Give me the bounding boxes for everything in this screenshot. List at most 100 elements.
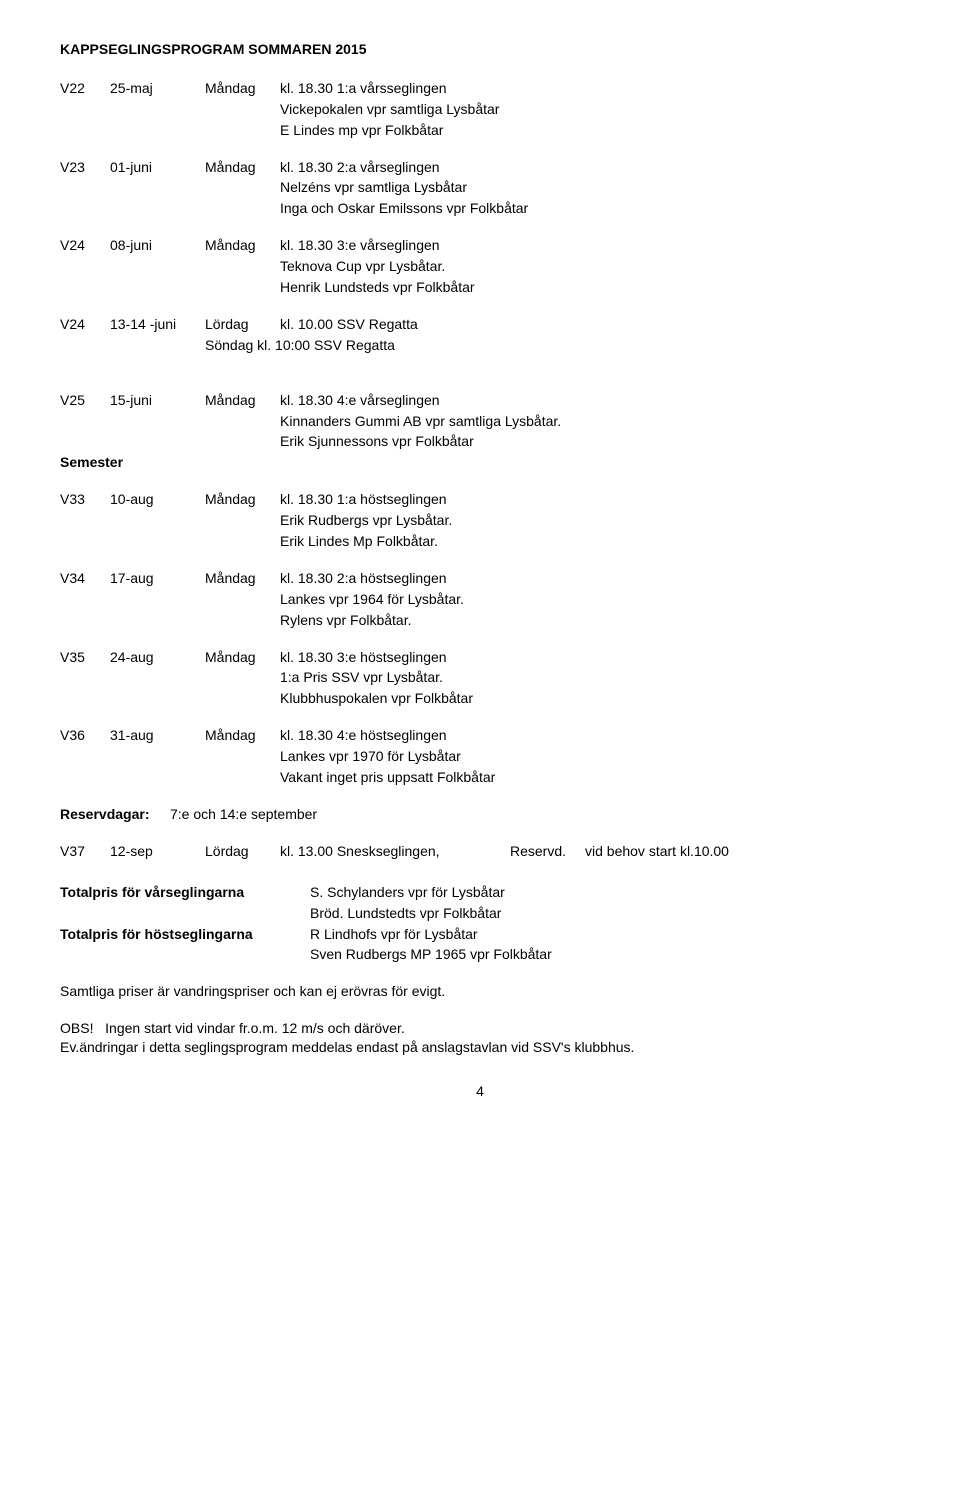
autumn-events: V3310-augMåndagkl. 18.30 1:a höstsegling… — [60, 490, 900, 787]
total-spring-label: Totalpris för vårseglingarna — [60, 883, 310, 902]
event-sub: Vickepokalen vpr samtliga Lysbåtar — [280, 100, 900, 119]
event-row: V3524-augMåndagkl. 18.30 3:e höstsegling… — [60, 648, 900, 667]
event-row: V2408-juniMåndagkl. 18.30 3:e vårsegling… — [60, 236, 900, 255]
obs-line: OBS! Ingen start vid vindar fr.o.m. 12 m… — [60, 1019, 900, 1038]
reserve-label: Reservdagar: — [60, 805, 170, 824]
event-head: kl. 18.30 1:a vårsseglingen — [280, 79, 900, 98]
v37-tail: vid behov start kl.10.00 — [585, 842, 900, 861]
event-row: V2301-juniMåndagkl. 18.30 2:a vårsegling… — [60, 158, 900, 177]
event-week: V24 — [60, 236, 110, 255]
event-sub: Erik Lindes Mp Folkbåtar. — [280, 532, 900, 551]
event-row: V3417-augMåndagkl. 18.30 2:a höstsegling… — [60, 569, 900, 588]
event-sub: Kinnanders Gummi AB vpr samtliga Lysbåta… — [280, 412, 900, 431]
event-date: 13-14 -juni — [110, 315, 205, 334]
event-head: kl. 18.30 3:e vårseglingen — [280, 236, 900, 255]
event-day: Måndag — [205, 726, 280, 745]
event-date: 15-juni — [110, 391, 205, 410]
page-number: 4 — [60, 1082, 900, 1101]
event-row: V2413-14 -juniLördagkl. 10.00 SSV Regatt… — [60, 315, 900, 334]
event-row: V3631-augMåndagkl. 18.30 4:e höstsegling… — [60, 726, 900, 745]
event-day-sun: Söndag kl. 10:00 SSV Regatta — [205, 336, 280, 355]
v37-res: Reservd. — [510, 842, 585, 861]
event-block: V2225-majMåndagkl. 18.30 1:a vårssegling… — [60, 79, 900, 140]
event-day: Måndag — [205, 236, 280, 255]
event-head: kl. 18.30 2:a vårseglingen — [280, 158, 900, 177]
total-spring-b: Bröd. Lundstedts vpr Folkbåtar — [310, 904, 900, 923]
event-week: V25 — [60, 391, 110, 410]
event-date: 08-juni — [110, 236, 205, 255]
total-autumn-label: Totalpris för höstseglingarna — [60, 925, 310, 944]
semester-label: Semester — [60, 453, 900, 472]
event-sub: Lankes vpr 1964 för Lysbåtar. — [280, 590, 900, 609]
event-block: V3524-augMåndagkl. 18.30 3:e höstsegling… — [60, 648, 900, 709]
event-date: 10-aug — [110, 490, 205, 509]
event-block: V2408-juniMåndagkl. 18.30 3:e vårsegling… — [60, 236, 900, 297]
total-spacer — [60, 904, 310, 923]
event-day: Måndag — [205, 569, 280, 588]
event-block: V2301-juniMåndagkl. 18.30 2:a vårsegling… — [60, 158, 900, 219]
event-date: 31-aug — [110, 726, 205, 745]
event-sub: Erik Sjunnessons vpr Folkbåtar — [280, 432, 900, 451]
event-date: 24-aug — [110, 648, 205, 667]
event-sub: Vakant inget pris uppsatt Folkbåtar — [280, 768, 900, 787]
note-changes: Ev.ändringar i detta seglingsprogram med… — [60, 1038, 900, 1057]
event-row: V2515-juniMåndagkl. 18.30 4:e vårsegling… — [60, 391, 900, 410]
event-row: V3310-augMåndagkl. 18.30 1:a höstsegling… — [60, 490, 900, 509]
total-spacer — [60, 945, 310, 964]
page-title: KAPPSEGLINGSPROGRAM SOMMAREN 2015 — [60, 40, 900, 59]
event-head: kl. 18.30 3:e höstseglingen — [280, 648, 900, 667]
event-sub: Erik Rudbergs vpr Lysbåtar. — [280, 511, 900, 530]
event-row: V2225-majMåndagkl. 18.30 1:a vårssegling… — [60, 79, 900, 98]
v37-time: kl. 13.00 Sneskseglingen, — [280, 842, 510, 861]
event-sub: 1:a Pris SSV vpr Lysbåtar. — [280, 668, 900, 687]
total-spring-a: S. Schylanders vpr för Lysbåtar — [310, 883, 900, 902]
spring-events: V2225-majMåndagkl. 18.30 1:a vårssegling… — [60, 79, 900, 451]
event-block: V3631-augMåndagkl. 18.30 4:e höstsegling… — [60, 726, 900, 787]
event-sub: E Lindes mp vpr Folkbåtar — [280, 121, 900, 140]
event-week: V24 — [60, 315, 110, 334]
event-block: V2413-14 -juniLördagkl. 10.00 SSV Regatt… — [60, 315, 900, 355]
v37-row: V37 12-sep Lördag kl. 13.00 Snesksegling… — [60, 842, 900, 861]
event-sub: Inga och Oskar Emilssons vpr Folkbåtar — [280, 199, 900, 218]
event-day: Måndag — [205, 79, 280, 98]
event-block: V3310-augMåndagkl. 18.30 1:a höstsegling… — [60, 490, 900, 551]
v37-day: Lördag — [205, 842, 280, 861]
event-sub: Klubbhuspokalen vpr Folkbåtar — [280, 689, 900, 708]
event-sub: Lankes vpr 1970 för Lysbåtar — [280, 747, 900, 766]
note-prizes: Samtliga priser är vandringspriser och k… — [60, 982, 900, 1001]
event-sub: Henrik Lundsteds vpr Folkbåtar — [280, 278, 900, 297]
event-block: V2515-juniMåndagkl. 18.30 4:e vårsegling… — [60, 391, 900, 452]
event-week — [60, 336, 110, 355]
event-row-sunday: Söndag kl. 10:00 SSV Regatta — [60, 336, 900, 355]
v37-date: 12-sep — [110, 842, 205, 861]
event-day: Måndag — [205, 391, 280, 410]
event-head: kl. 18.30 1:a höstseglingen — [280, 490, 900, 509]
event-head: kl. 18.30 2:a höstseglingen — [280, 569, 900, 588]
event-block: V3417-augMåndagkl. 18.30 2:a höstsegling… — [60, 569, 900, 630]
event-date: 25-maj — [110, 79, 205, 98]
event-day: Lördag — [205, 315, 280, 334]
event-week: V23 — [60, 158, 110, 177]
v37-week: V37 — [60, 842, 110, 861]
event-day: Måndag — [205, 490, 280, 509]
totals-block: Totalpris för vårseglingarna S. Schyland… — [60, 883, 900, 965]
event-day: Måndag — [205, 158, 280, 177]
obs-label: OBS! — [60, 1020, 93, 1036]
event-date — [110, 336, 205, 355]
event-date: 17-aug — [110, 569, 205, 588]
event-week: V33 — [60, 490, 110, 509]
event-week: V22 — [60, 79, 110, 98]
event-sub: Teknova Cup vpr Lysbåtar. — [280, 257, 900, 276]
event-head: kl. 18.30 4:e höstseglingen — [280, 726, 900, 745]
event-date: 01-juni — [110, 158, 205, 177]
reserve-text: 7:e och 14:e september — [170, 805, 317, 824]
event-head: kl. 10.00 SSV Regatta — [280, 315, 900, 334]
event-day: Måndag — [205, 648, 280, 667]
total-autumn-b: Sven Rudbergs MP 1965 vpr Folkbåtar — [310, 945, 900, 964]
event-week: V35 — [60, 648, 110, 667]
event-sub: Rylens vpr Folkbåtar. — [280, 611, 900, 630]
event-week: V34 — [60, 569, 110, 588]
obs-text: Ingen start vid vindar fr.o.m. 12 m/s oc… — [105, 1020, 405, 1036]
reserve-days: Reservdagar: 7:e och 14:e september — [60, 805, 900, 824]
event-head: kl. 18.30 4:e vårseglingen — [280, 391, 900, 410]
